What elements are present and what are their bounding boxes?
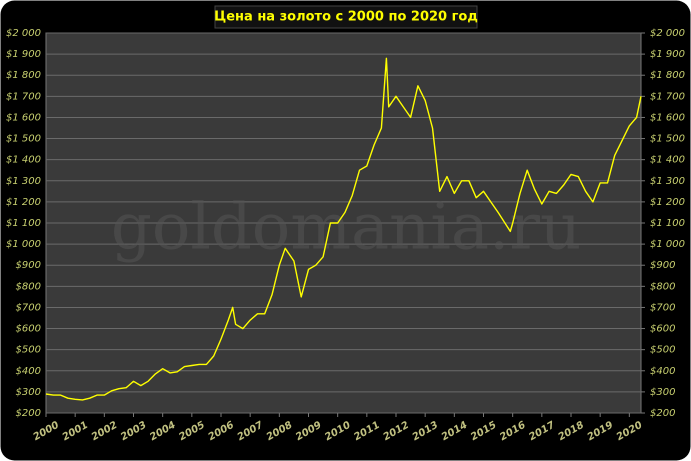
y2-tick-label: $1 000: [650, 239, 685, 250]
y-tick-label: $2 000: [6, 28, 41, 39]
y-tick-label: $900: [16, 260, 41, 271]
y2-tick-label: $1 100: [650, 218, 685, 229]
y2-tick-label: $600: [650, 324, 675, 335]
y-tick-label: $1 400: [6, 155, 41, 166]
y-tick-label: $600: [16, 324, 41, 335]
chart-title: Цена на золото с 2000 по 2020 год: [214, 10, 478, 25]
y-tick-label: $1 000: [6, 239, 41, 250]
y2-tick-label: $300: [650, 387, 675, 398]
y-tick-label: $1 800: [6, 70, 41, 81]
y2-tick-label: $400: [650, 366, 675, 377]
y-tick-label: $700: [16, 302, 41, 313]
y-tick-label: $1 600: [6, 112, 41, 123]
y2-tick-label: $1 200: [650, 197, 685, 208]
y2-tick-label: $1 700: [650, 91, 685, 102]
y-tick-label: $800: [16, 281, 41, 292]
y-tick-label: $400: [16, 366, 41, 377]
y2-tick-label: $700: [650, 302, 675, 313]
y-tick-label: $300: [16, 387, 41, 398]
y2-tick-label: $1 800: [650, 70, 685, 81]
y2-tick-label: $1 600: [650, 112, 685, 123]
y-tick-label: $1 100: [6, 218, 41, 229]
y2-tick-label: $1 900: [650, 49, 685, 60]
y2-tick-label: $1 500: [650, 134, 685, 145]
y2-tick-label: $2 000: [650, 28, 685, 39]
y-tick-label: $1 200: [6, 197, 41, 208]
y2-tick-label: $500: [650, 345, 675, 356]
title-box: [214, 5, 478, 29]
y2-tick-label: $200: [650, 408, 675, 419]
y2-tick-label: $900: [650, 260, 675, 271]
y-tick-label: $1 900: [6, 49, 41, 60]
y-tick-label: $200: [16, 408, 41, 419]
y-tick-label: $1 300: [6, 176, 41, 187]
y2-tick-label: $800: [650, 281, 675, 292]
y2-tick-label: $1 300: [650, 176, 685, 187]
watermark: goldomania.ru: [111, 191, 581, 265]
y2-tick-label: $1 400: [650, 155, 685, 166]
y-tick-label: $500: [16, 345, 41, 356]
y-tick-label: $1 700: [6, 91, 41, 102]
y-tick-label: $1 500: [6, 134, 41, 145]
price-line: [45, 57, 642, 401]
